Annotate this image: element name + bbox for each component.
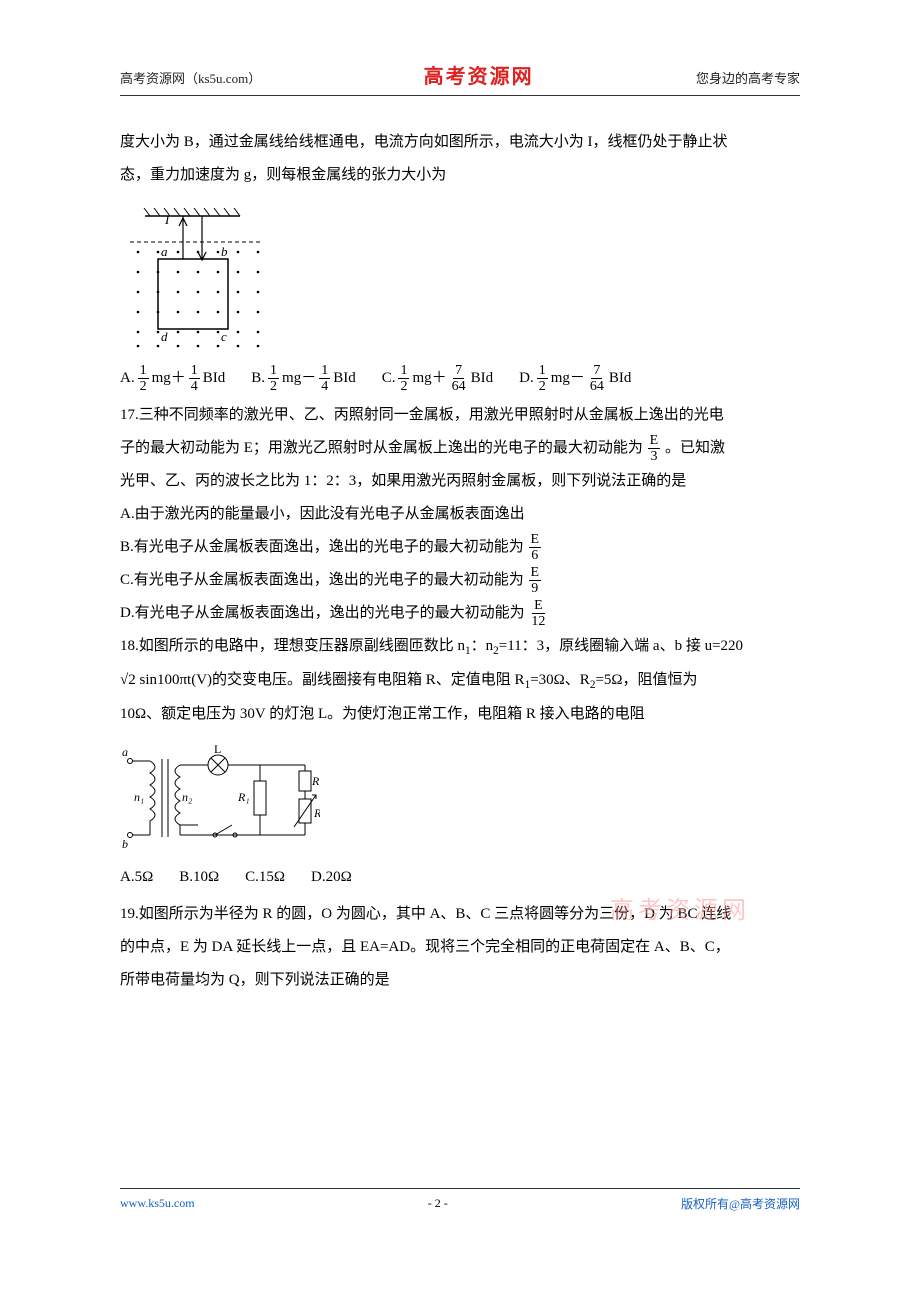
header-left: 高考资源网（ks5u.com） xyxy=(120,68,261,87)
q17-option-a: A.由于激光丙的能量最小，因此没有光电子从金属板表面逸出 xyxy=(120,498,800,531)
svg-text:R₂: R₂ xyxy=(311,774,320,788)
svg-text:n₁: n₁ xyxy=(134,790,144,804)
svg-text:R: R xyxy=(313,806,320,820)
q17-line3: 光甲、乙、丙的波长之比为 1：2：3，如果用激光丙照射金属板，则下列说法正确的是 xyxy=(120,465,800,498)
q17-option-b: B.有光电子从金属板表面逸出，逸出的光电子的最大初动能为 E6 xyxy=(120,531,800,564)
svg-text:L: L xyxy=(214,743,221,756)
q18-line3: 10Ω、额定电压为 30V 的灯泡 L。为使灯泡正常工作，电阻箱 R 接入电路的… xyxy=(120,698,800,731)
svg-text:a: a xyxy=(122,745,128,759)
q19-line3: 所带电荷量均为 Q，则下列说法正确的是 xyxy=(120,964,800,997)
page-footer: www.ks5u.com - 2 - 版权所有@高考资源网 xyxy=(120,1188,800,1212)
svg-text:b: b xyxy=(122,837,128,851)
q16-option-d: D. 12 mg－ 764 BId xyxy=(519,362,631,395)
q17-line1: 17.三种不同频率的激光甲、乙、丙照射同一金属板，用激光甲照射时从金属板上逸出的… xyxy=(120,399,800,432)
q18-options: A.5Ω B.10Ω C.15Ω D.20Ω xyxy=(120,861,800,894)
q16-options: A. 12 mg＋ 14 BId B. 12 mg－ 14 BId C. 12 … xyxy=(120,362,800,395)
q16-option-a: A. 12 mg＋ 14 BId xyxy=(120,362,225,395)
q18-option-b: B.10Ω xyxy=(179,861,219,894)
footer-left: www.ks5u.com xyxy=(120,1196,195,1211)
q16-option-c: C. 12 mg＋ 764 BId xyxy=(382,362,493,395)
svg-text:d: d xyxy=(161,329,168,344)
svg-text:R₁: R₁ xyxy=(237,790,250,804)
q18-line1: 18.如图所示的电路中，理想变压器原副线圈匝数比 n1：n2=11：3，原线圈输… xyxy=(120,630,800,664)
q18-option-c: C.15Ω xyxy=(245,861,285,894)
q19-line1: 19.如图所示为半径为 R 的圆，O 为圆心，其中 A、B、C 三点将圆等分为三… xyxy=(120,898,800,931)
q17-option-c: C.有光电子从金属板表面逸出，逸出的光电子的最大初动能为 E9 xyxy=(120,564,800,597)
page-header: 高考资源网（ks5u.com） 高考资源网 您身边的高考专家 xyxy=(120,60,800,96)
q16-option-b: B. 12 mg－ 14 BId xyxy=(251,362,355,395)
header-center: 高考资源网 xyxy=(424,60,534,89)
q18-option-d: D.20Ω xyxy=(311,861,352,894)
q18-option-a: A.5Ω xyxy=(120,861,153,894)
q16-line2: 态，重力加速度为 g，则每根金属线的张力大小为 xyxy=(120,159,800,192)
svg-text:c: c xyxy=(221,329,227,344)
q19-line2: 的中点，E 为 DA 延长线上一点，且 EA=AD。现将三个完全相同的正电荷固定… xyxy=(120,931,800,964)
q16-line1: 度大小为 B，通过金属线给线框通电，电流方向如图所示，电流大小为 I，线框仍处于… xyxy=(120,126,800,159)
q18-figure: a b n₁ n₂ xyxy=(120,743,800,853)
svg-text:b: b xyxy=(221,244,228,259)
q17-line2: 子的最大初动能为 E；用激光乙照射时从金属板上逸出的光电子的最大初动能为 E3 … xyxy=(120,432,800,465)
footer-right: 版权所有@高考资源网 xyxy=(681,1195,800,1212)
svg-text:I: I xyxy=(164,212,170,227)
header-right: 您身边的高考专家 xyxy=(696,68,800,87)
q17-option-d: D.有光电子从金属板表面逸出，逸出的光电子的最大初动能为 E12 xyxy=(120,597,800,630)
svg-text:n₂: n₂ xyxy=(182,790,192,804)
q16-figure: I a b c d xyxy=(120,204,800,354)
page-content: 度大小为 B，通过金属线给线框通电，电流方向如图所示，电流大小为 I，线框仍处于… xyxy=(120,126,800,997)
footer-center: - 2 - xyxy=(428,1196,448,1211)
q18-line2: √2 sin100πt(V)的交变电压。副线圈接有电阻箱 R、定值电阻 R1=3… xyxy=(120,664,800,698)
svg-text:a: a xyxy=(161,244,168,259)
